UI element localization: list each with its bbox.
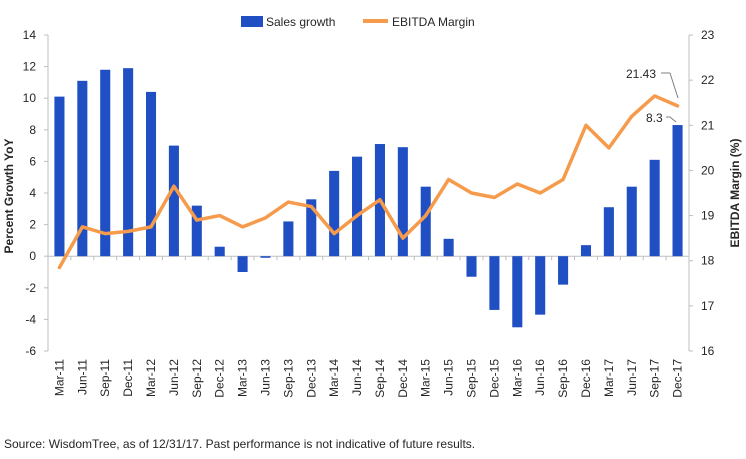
left-tick-label: 0 <box>29 249 36 263</box>
bar-sep-16 <box>558 256 569 285</box>
bar-sep-17 <box>649 159 660 257</box>
bar-sep-13 <box>283 221 294 257</box>
x-tick-label: Sep-16 <box>556 359 570 398</box>
bar-mar-16 <box>512 256 523 328</box>
bar-mar-14 <box>329 170 340 257</box>
bar-sep-12 <box>191 205 202 257</box>
legend-swatch-sales-growth <box>241 16 263 27</box>
x-tick-label: Dec-11 <box>121 359 135 397</box>
chart-axes <box>44 34 693 352</box>
bar-jun-17 <box>626 186 637 257</box>
bar-mar-13 <box>237 256 248 272</box>
x-tick-label: Dec-17 <box>671 359 685 398</box>
bar-jun-16 <box>535 256 546 315</box>
right-tick-label: 16 <box>701 344 715 358</box>
right-tick-label: 23 <box>701 28 715 42</box>
x-tick-label: Sep-14 <box>373 359 387 398</box>
annotation-leader-sales-diag <box>669 116 677 123</box>
x-axis-ticks: Mar-11 Jun-11 Sep-11 Dec-11 Mar-12 Jun-12 Sep-… <box>52 359 684 398</box>
left-tick-label: -2 <box>25 281 36 295</box>
source-note: Source: WisdomTree, as of 12/31/17. Past… <box>4 437 476 451</box>
bar-dec-11 <box>123 68 134 257</box>
right-tick-label: 22 <box>701 73 715 87</box>
ebitda-margin-line <box>57 94 680 270</box>
x-tick-label: Jun-17 <box>625 359 639 396</box>
bar-dec-14 <box>397 147 408 257</box>
x-tick-label: Mar-15 <box>419 359 433 397</box>
bar-dec-16 <box>580 245 592 257</box>
bar-mar-15 <box>420 186 431 257</box>
x-tick-label: Mar-16 <box>510 359 524 397</box>
x-tick-label: Sep-12 <box>190 359 204 398</box>
left-tick-label: 10 <box>23 91 37 105</box>
x-tick-label: Mar-11 <box>52 359 66 396</box>
x-tick-label: Mar-14 <box>327 359 341 397</box>
left-tick-label: -6 <box>25 344 36 358</box>
bar-dec-15 <box>489 256 500 310</box>
left-axis-ticks: -6 -4 -2 0 2 4 6 8 10 12 14 <box>23 28 37 358</box>
left-tick-label: 6 <box>29 154 36 168</box>
bar-sep-11 <box>100 69 111 257</box>
annotation-ebitda-label: 21.43 <box>626 67 656 81</box>
bar-series-sales-growth <box>54 68 683 328</box>
line-series-ebitda-margin <box>57 94 680 270</box>
x-tick-label: Jun-13 <box>258 359 272 396</box>
x-tick-label: Sep-15 <box>465 359 479 398</box>
left-tick-label: 4 <box>29 186 36 200</box>
x-tick-label: Sep-11 <box>98 359 112 397</box>
bar-jun-14 <box>352 156 363 257</box>
left-tick-label: 8 <box>29 123 36 137</box>
right-axis-title: EBITDA Margin (%) <box>728 139 742 248</box>
annotation-leader-ebitda-diag <box>669 72 679 99</box>
bar-dec-13 <box>306 199 317 257</box>
annotation-sales-label: 8.3 <box>646 111 663 125</box>
left-tick-label: 14 <box>23 28 37 42</box>
bar-dec-12 <box>214 246 225 257</box>
right-tick-label: 21 <box>701 118 715 132</box>
bar-jun-13 <box>260 256 271 258</box>
x-tick-label: Dec-12 <box>213 359 227 398</box>
left-tick-label: 2 <box>29 218 36 232</box>
x-tick-label: Dec-16 <box>579 359 593 398</box>
left-tick-label: -4 <box>25 312 36 326</box>
bar-jun-15 <box>443 238 454 257</box>
bar-mar-17 <box>603 207 614 257</box>
x-tick-label: Mar-12 <box>144 359 158 397</box>
right-tick-label: 19 <box>701 209 715 223</box>
bar-jun-11 <box>77 80 88 257</box>
annotations: 21.43 8.3 <box>626 67 679 125</box>
x-tick-label: Dec-14 <box>396 359 410 398</box>
right-axis-ticks: 16 17 18 19 20 21 22 23 <box>701 28 715 358</box>
bar-sep-15 <box>466 256 477 277</box>
x-tick-label: Mar-13 <box>236 359 250 397</box>
left-tick-label: 12 <box>23 60 37 74</box>
right-tick-label: 20 <box>701 163 715 177</box>
bar-mar-12 <box>145 91 157 257</box>
right-tick-label: 18 <box>701 254 715 268</box>
bar-dec-17 <box>672 125 683 257</box>
x-tick-label: Sep-13 <box>281 359 295 398</box>
x-tick-label: Jun-12 <box>167 359 181 396</box>
combo-chart: -6 -4 -2 0 2 4 6 8 10 12 14 16 17 18 19 20 21 22 23 Mar-1… <box>2 15 742 398</box>
x-tick-label: Jun-15 <box>442 359 456 396</box>
x-tick-label: Sep-17 <box>648 359 662 398</box>
legend: Sales growth EBITDA Margin <box>241 15 475 29</box>
right-tick-label: 17 <box>701 299 715 313</box>
x-tick-label: Dec-13 <box>304 359 318 398</box>
x-tick-label: Mar-17 <box>602 359 616 397</box>
bar-mar-11 <box>54 96 65 257</box>
x-tick-label: Jun-16 <box>533 359 547 396</box>
bar-jun-12 <box>168 145 179 257</box>
legend-label-sales-growth: Sales growth <box>266 15 335 29</box>
legend-label-ebitda-margin: EBITDA Margin <box>392 15 475 29</box>
left-axis-title: Percent Growth YoY <box>2 139 16 254</box>
x-tick-label: Dec-15 <box>487 359 501 398</box>
x-tick-label: Jun-11 <box>75 359 89 395</box>
x-tick-label: Jun-14 <box>350 359 364 396</box>
